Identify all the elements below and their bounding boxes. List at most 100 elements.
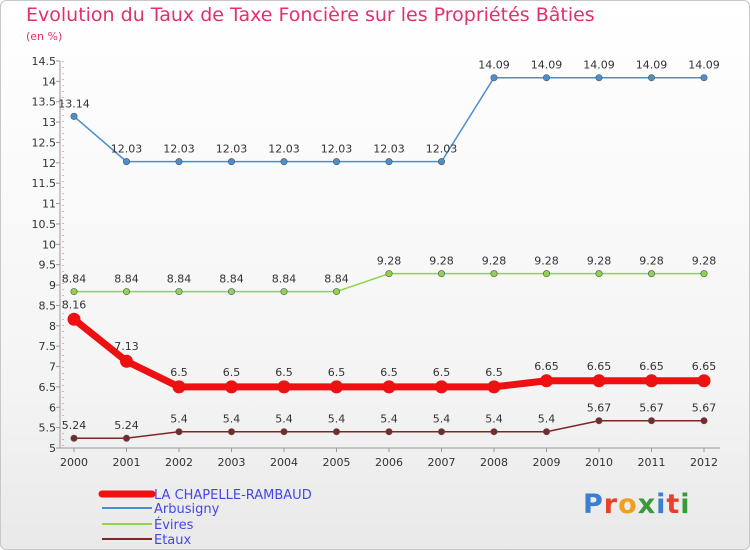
data-point <box>540 374 553 388</box>
data-label: 5.4 <box>433 413 451 426</box>
y-tick-label: 14.5 <box>32 55 57 68</box>
data-label: 5.4 <box>538 413 556 426</box>
data-label: 14.09 <box>583 59 615 72</box>
axes: 55.566.577.588.599.51010.51111.51212.513… <box>32 55 720 469</box>
data-point <box>647 270 655 278</box>
data-label: 12.03 <box>216 143 248 156</box>
data-labels-layer: 13.14 12.03 12.03 12.03 12.03 12.03 12.03 12.03… <box>58 59 720 433</box>
y-tick-label: 12.5 <box>32 136 57 149</box>
data-label: 14.09 <box>636 59 668 72</box>
data-label: 12.03 <box>268 143 300 156</box>
y-tick-label: 8.5 <box>39 299 57 312</box>
data-label: 9.28 <box>377 255 402 268</box>
y-tick-label: 11.5 <box>32 177 57 190</box>
x-tick-label: 2012 <box>690 456 718 469</box>
y-tick-label: 13.5 <box>32 96 57 109</box>
data-label: 9.28 <box>692 255 717 268</box>
data-point <box>120 354 133 368</box>
data-label: 5.4 <box>275 413 293 426</box>
data-label: 6.5 <box>380 366 398 379</box>
data-point <box>332 158 340 166</box>
data-point <box>280 158 288 166</box>
data-label: 8.84 <box>167 273 192 286</box>
logo-letter: t <box>666 489 681 520</box>
data-label: 6.65 <box>692 360 717 373</box>
data-point <box>123 288 131 296</box>
data-label: 5.4 <box>380 413 398 426</box>
data-label: 6.65 <box>639 360 664 373</box>
data-point <box>123 434 131 442</box>
x-tick-label: 2004 <box>270 456 298 469</box>
data-point <box>595 74 603 82</box>
logo-letter: i <box>680 489 691 520</box>
data-point <box>228 288 236 296</box>
data-label: 5.4 <box>223 413 241 426</box>
y-tick-label: 7.5 <box>39 340 57 353</box>
data-point <box>70 112 78 120</box>
data-label: 7.13 <box>114 340 139 353</box>
y-tick-label: 8 <box>49 320 56 333</box>
y-tick-label: 5.5 <box>39 422 57 435</box>
logo-letter: x <box>637 489 657 520</box>
data-point <box>542 270 550 278</box>
y-tick-label: 10 <box>42 238 56 251</box>
data-label: 14.09 <box>478 59 510 72</box>
y-tick-label: 13 <box>42 116 56 129</box>
data-label: 5.4 <box>485 413 503 426</box>
legend-label: Etaux <box>154 533 192 548</box>
data-point <box>697 374 711 388</box>
y-tick-label: 5 <box>49 442 56 455</box>
y-tick-label: 14 <box>42 75 56 88</box>
data-point <box>385 158 393 166</box>
data-point <box>647 417 655 425</box>
data-point <box>70 434 78 442</box>
data-label: 5.67 <box>639 402 664 415</box>
data-point <box>595 417 603 425</box>
data-point <box>382 380 396 394</box>
data-label: 14.09 <box>688 59 720 72</box>
data-point <box>280 428 288 436</box>
x-tick-label: 2007 <box>428 456 456 469</box>
x-tick-label: 2009 <box>533 456 561 469</box>
data-label: 5.67 <box>587 402 612 415</box>
data-point <box>490 270 498 278</box>
data-label: 5.4 <box>170 413 188 426</box>
data-label: 8.84 <box>219 273 244 286</box>
data-label: 14.09 <box>531 59 563 72</box>
data-point <box>490 74 498 82</box>
data-label: 12.03 <box>426 143 458 156</box>
data-point <box>645 374 658 388</box>
data-label: 8.84 <box>114 273 139 286</box>
data-point <box>228 428 236 436</box>
data-point <box>175 288 183 296</box>
data-label: 8.84 <box>62 273 87 286</box>
data-label: 8.84 <box>272 273 297 286</box>
y-tick-label: 12 <box>42 157 56 170</box>
data-label: 5.4 <box>328 413 346 426</box>
y-tick-label: 11 <box>42 198 56 211</box>
data-label: 12.03 <box>163 143 195 156</box>
x-tick-label: 2011 <box>638 456 666 469</box>
data-label: 5.24 <box>62 419 87 432</box>
data-point <box>123 158 131 166</box>
y-tick-label: 6 <box>49 401 56 414</box>
data-point <box>490 428 498 436</box>
x-tick-label: 2006 <box>375 456 403 469</box>
data-point <box>277 380 291 394</box>
data-point <box>700 74 708 82</box>
data-point <box>70 288 78 296</box>
data-point <box>172 380 186 394</box>
data-point <box>280 288 288 296</box>
data-label: 13.14 <box>58 97 90 110</box>
legend-label: Arbusigny <box>154 502 220 517</box>
data-point <box>592 374 606 388</box>
data-label: 6.5 <box>485 366 503 379</box>
data-point <box>435 380 448 394</box>
y-axis-unit-label: (en %) <box>26 30 63 43</box>
y-tick-label: 9.5 <box>39 259 57 272</box>
data-point <box>647 74 655 82</box>
data-label: 6.5 <box>275 366 293 379</box>
x-tick-label: 2001 <box>113 456 141 469</box>
